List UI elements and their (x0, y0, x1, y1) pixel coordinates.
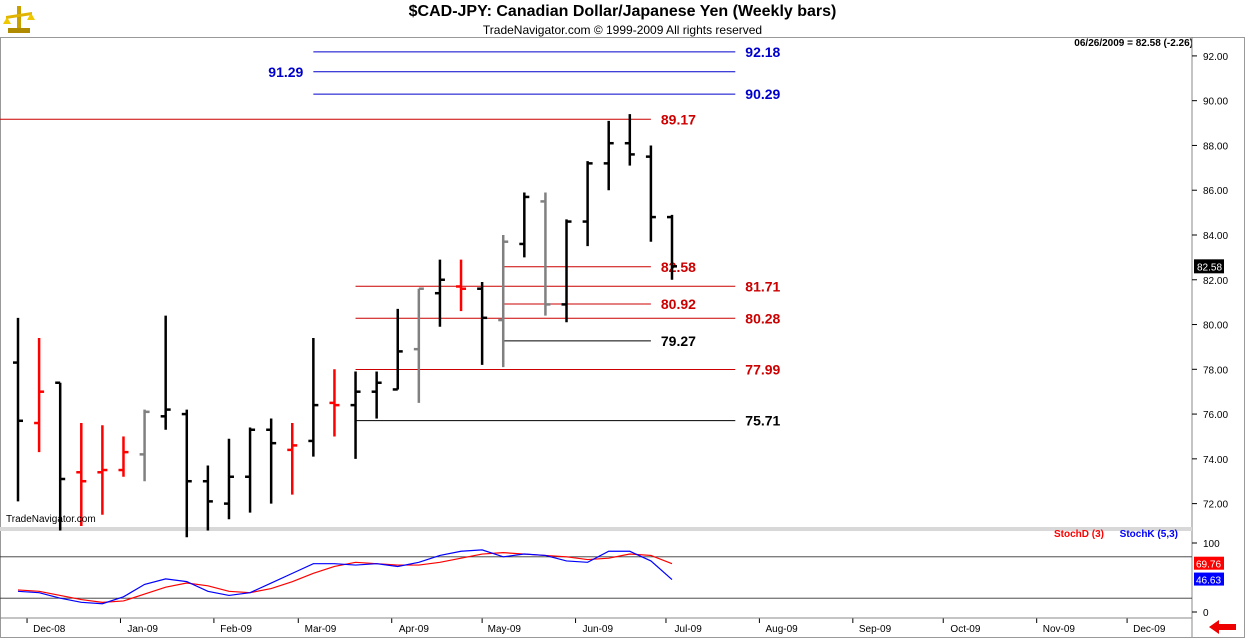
ohlc-bar (392, 308, 403, 391)
time-tick-label: Jan-09 (127, 624, 158, 635)
scroll-left-arrow-icon[interactable] (1209, 620, 1237, 634)
time-tick-label: Nov-09 (1043, 624, 1076, 635)
level-label-91.29: 91.29 (268, 64, 303, 80)
price-tick-label: 72.00 (1203, 500, 1228, 511)
ohlc-bar (413, 287, 424, 403)
scales-icon (3, 6, 35, 33)
time-axis: Dec-08 Jan-09 Feb-09 Mar-09 Apr-09 May-09 Jun-… (0, 617, 1192, 635)
level-label-75.71: 75.71 (745, 413, 780, 429)
price-tick-label: 80.00 (1203, 321, 1228, 332)
stoch-legend-d: StochD (3) (1054, 529, 1104, 540)
level-label-81.71: 81.71 (745, 278, 780, 294)
ohlc-bar (603, 120, 614, 191)
ohlc-bar (645, 145, 656, 242)
time-tick-label: Dec-09 (1133, 624, 1166, 635)
ohlc-bar (55, 381, 66, 531)
time-tick-label: Dec-08 (33, 624, 66, 635)
ohlc-bar (118, 436, 129, 477)
trade-navigator-logo[interactable] (2, 2, 36, 36)
stochastic-panel: 0 100 69.76 46.63 StochD (3) StochK (5,3) (0, 529, 1224, 619)
ohlc-bar (266, 418, 277, 504)
ohlc-bar (434, 259, 445, 327)
price-tick-label: 76.00 (1203, 410, 1228, 421)
ohlc-bar (667, 214, 677, 280)
watermark-text: TradeNavigator.com (6, 514, 96, 525)
stoch-last-box-1 (1194, 572, 1224, 586)
ohlc-bar (181, 409, 192, 538)
time-tick-label: Sep-09 (859, 624, 892, 635)
stoch-tick-label: 100 (1203, 539, 1220, 550)
level-label-80.92: 80.92 (661, 296, 696, 312)
ohlc-bar (624, 114, 635, 166)
price-tick-label: 90.00 (1203, 97, 1228, 108)
ohlc-bar (371, 371, 382, 419)
panel-splitter (0, 527, 1192, 531)
stoch-legend-k: StochK (5,3) (1120, 529, 1178, 540)
chart-title: $CAD-JPY: Canadian Dollar/Japanese Yen (… (408, 3, 837, 20)
support-resistance-levels: 92.18 91.29 90.29 89.17 82.58 81.71 80.92 80.28… (0, 44, 781, 429)
price-tick-label: 74.00 (1203, 455, 1228, 466)
ohlc-bar (202, 465, 213, 531)
time-tick-label: Oct-09 (950, 624, 980, 635)
level-label-79.27: 79.27 (661, 333, 696, 349)
level-label-82.58: 82.58 (661, 259, 696, 275)
ohlc-bar (329, 369, 340, 437)
ohlc-bar (13, 317, 23, 502)
ohlc-bar (456, 259, 467, 312)
time-tick-label: Apr-09 (399, 624, 429, 635)
outer-frame (0, 37, 1245, 638)
ohlc-bar (34, 337, 45, 453)
time-tick-label: Jul-09 (675, 624, 703, 635)
ohlc-bar (160, 315, 171, 430)
price-tick-label: 86.00 (1203, 186, 1228, 197)
stoch-last-box-0 (1194, 556, 1224, 570)
stoch-last-label-1: 46.63 (1196, 576, 1221, 587)
ohlc-bar (223, 438, 234, 520)
stoch-last-label-0: 69.76 (1196, 560, 1221, 571)
price-axis: 72.00 74.00 76.00 78.00 80.00 82.00 84.00 86.00… (1192, 52, 1228, 511)
chart-subtitle: TradeNavigator.com © 1999-2009 All right… (482, 23, 763, 37)
ohlc-bar (540, 192, 551, 316)
ohlc-bar (350, 371, 361, 459)
ohlc-bar (308, 337, 319, 457)
level-label-89.17: 89.17 (661, 111, 696, 127)
time-tick-label: Feb-09 (220, 624, 252, 635)
price-tick-label: 88.00 (1203, 141, 1228, 152)
ohlc-bar (287, 423, 298, 495)
price-tick-label: 82.00 (1203, 276, 1228, 287)
time-tick-label: Jun-09 (582, 624, 613, 635)
chart-frame (0, 37, 1245, 638)
ohlc-bar (561, 219, 572, 323)
level-label-90.29: 90.29 (745, 86, 780, 102)
last-price-label: 82.58 (1197, 262, 1222, 273)
ohlc-bar (76, 423, 87, 526)
time-tick-label: Aug-09 (765, 624, 798, 635)
ohlc-bar (582, 161, 593, 247)
level-label-92.18: 92.18 (745, 44, 780, 60)
price-tick-label: 92.00 (1203, 52, 1228, 63)
stoch-tick-label: 0 (1203, 608, 1209, 619)
ohlc-bar (498, 234, 509, 368)
last-price-readout: 06/26/2009 = 82.58 (-2.26) (1074, 38, 1193, 49)
ohlc-bar (477, 282, 488, 365)
ohlc-bar (97, 425, 108, 515)
stoch-series-0 (17, 552, 673, 603)
price-tick-label: 78.00 (1203, 365, 1228, 376)
level-label-77.99: 77.99 (745, 362, 780, 378)
level-label-80.28: 80.28 (745, 310, 780, 326)
time-tick-label: May-09 (488, 624, 522, 635)
stoch-series-1 (17, 549, 673, 605)
last-price-box (1194, 259, 1224, 274)
ohlc-bar (519, 192, 530, 258)
ohlc-bars (13, 114, 677, 538)
time-tick-label: Mar-09 (305, 624, 337, 635)
ohlc-bar (245, 427, 256, 513)
ohlc-bar (139, 409, 150, 482)
price-tick-label: 84.00 (1203, 231, 1228, 242)
